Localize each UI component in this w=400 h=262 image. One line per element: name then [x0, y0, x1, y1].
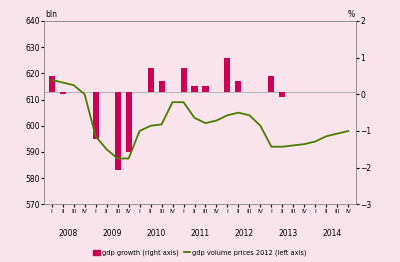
- Bar: [268, 76, 274, 92]
- Bar: [236, 81, 242, 92]
- Text: 2014: 2014: [322, 229, 342, 238]
- Text: 2008: 2008: [58, 229, 78, 238]
- Bar: [93, 92, 99, 139]
- Bar: [158, 81, 164, 92]
- Bar: [148, 68, 154, 92]
- Text: 2009: 2009: [102, 229, 122, 238]
- Bar: [202, 86, 208, 92]
- Text: 2010: 2010: [146, 229, 166, 238]
- Text: %: %: [347, 10, 354, 19]
- Bar: [49, 76, 55, 92]
- Bar: [114, 92, 121, 170]
- Legend: gdp growth (right axis), gdp volume prices 2012 (left axis): gdp growth (right axis), gdp volume pric…: [90, 247, 310, 259]
- Bar: [192, 86, 198, 92]
- Bar: [224, 58, 230, 92]
- Bar: [180, 68, 186, 92]
- Text: 2012: 2012: [234, 229, 254, 238]
- Bar: [60, 92, 66, 94]
- Bar: [126, 92, 132, 152]
- Bar: [279, 92, 286, 97]
- Text: bln: bln: [46, 10, 58, 19]
- Text: 2013: 2013: [278, 229, 298, 238]
- Text: 2011: 2011: [190, 229, 210, 238]
